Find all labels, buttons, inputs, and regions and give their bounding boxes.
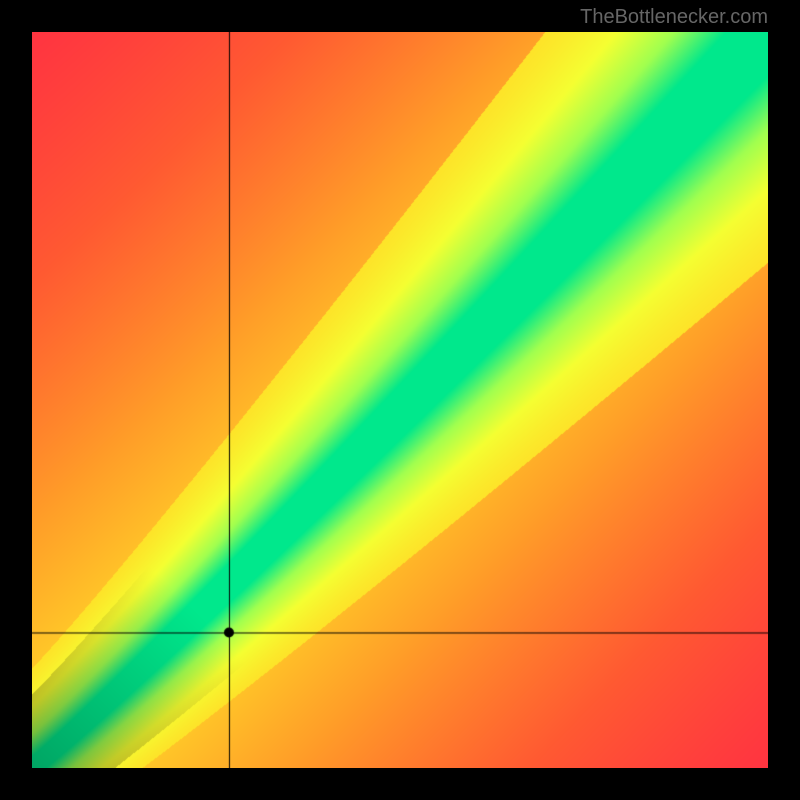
heatmap-plot (32, 32, 768, 768)
watermark-text: TheBottlenecker.com (580, 6, 768, 29)
chart-container: TheBottlenecker.com (0, 0, 800, 800)
heatmap-canvas (32, 32, 768, 768)
